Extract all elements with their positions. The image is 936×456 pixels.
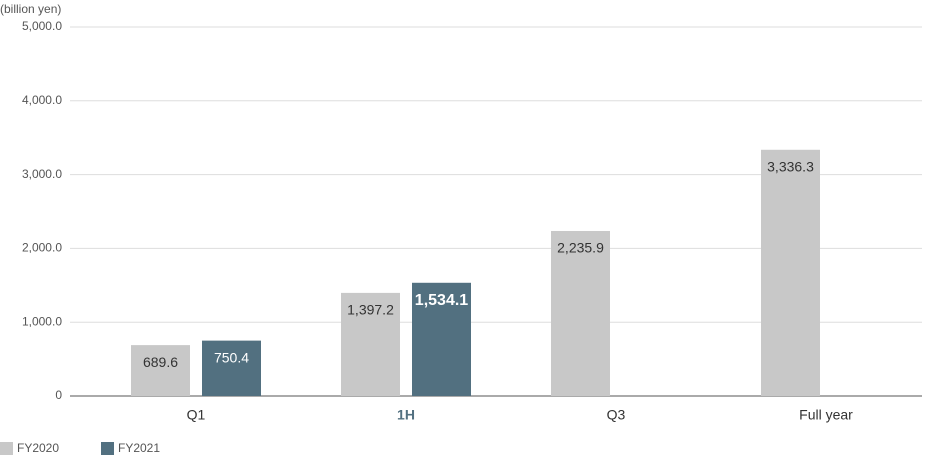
x-tick-label: 1H bbox=[397, 407, 415, 423]
bar bbox=[341, 292, 400, 396]
value-label: 2,235.9 bbox=[557, 240, 604, 256]
y-tick-label: 0 bbox=[55, 388, 62, 402]
y-axis-label: (billion yen) bbox=[0, 2, 61, 16]
bar bbox=[202, 340, 261, 396]
y-tick-label: 1,000.0 bbox=[22, 314, 62, 328]
y-tick-label: 5,000.0 bbox=[22, 19, 62, 33]
y-tick-label: 4,000.0 bbox=[22, 93, 62, 107]
legend-label: FY2021 bbox=[118, 441, 160, 455]
x-tick-label: Q1 bbox=[187, 407, 206, 423]
legend-swatch bbox=[101, 442, 114, 455]
value-label: 750.4 bbox=[214, 349, 249, 365]
legend-swatch bbox=[0, 442, 13, 455]
value-label: 1,397.2 bbox=[347, 302, 394, 318]
legend-label: FY2020 bbox=[17, 441, 59, 455]
value-label: 3,336.3 bbox=[767, 158, 814, 174]
bar bbox=[761, 149, 820, 396]
bar bbox=[551, 230, 610, 396]
bar bbox=[412, 282, 471, 396]
x-tick-label: Q3 bbox=[607, 407, 626, 423]
y-tick-label: 3,000.0 bbox=[22, 167, 62, 181]
y-tick-label: 2,000.0 bbox=[22, 241, 62, 255]
value-label: 689.6 bbox=[143, 354, 178, 370]
value-label: 1,534.1 bbox=[415, 292, 468, 309]
bar bbox=[131, 345, 190, 396]
x-tick-label: Full year bbox=[799, 407, 853, 423]
